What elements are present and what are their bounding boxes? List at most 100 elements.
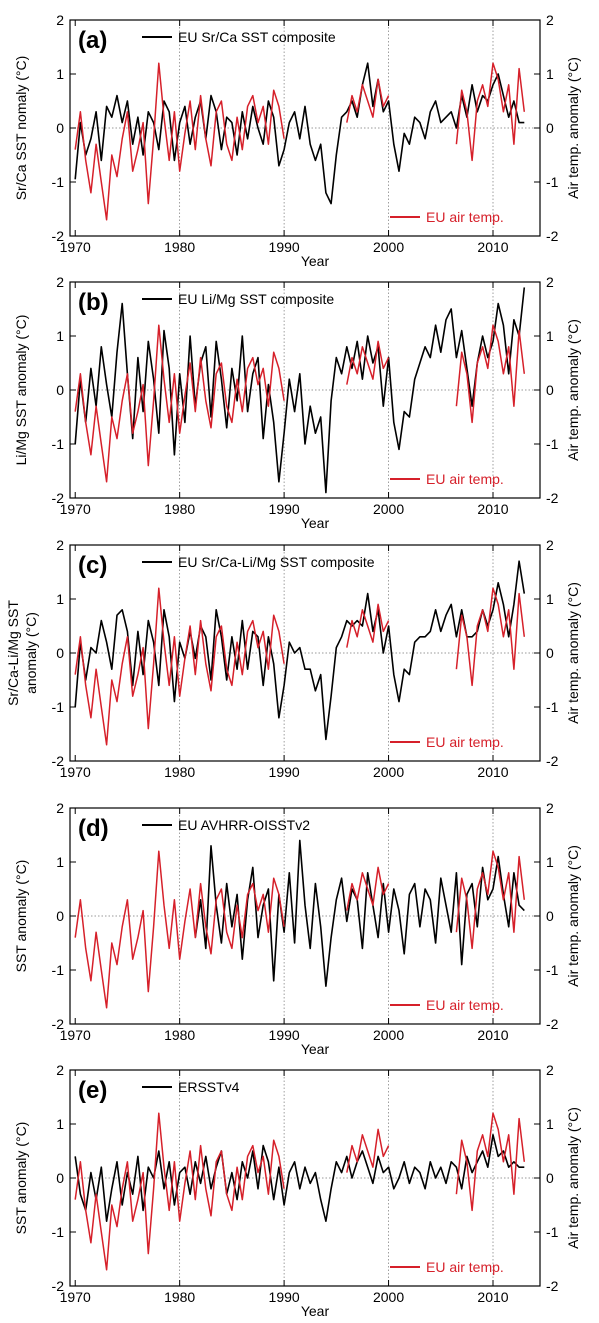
y-tick-label-right: 1	[546, 1116, 554, 1132]
legend-label-air-temp: EU air temp.	[426, 1259, 504, 1275]
legend-label-air-temp: EU air temp.	[426, 734, 504, 750]
series-line-proxy	[74, 1134, 525, 1222]
series-line-air-temp	[346, 78, 390, 123]
y-axis-title-line1: Sr/Ca-Li/Mg SST	[5, 600, 21, 706]
x-tick-label: 2000	[373, 239, 404, 255]
series-line-proxy	[74, 62, 525, 205]
x-tick-label: 1990	[269, 1289, 300, 1305]
y-tick-label-left: -1	[52, 699, 65, 715]
panel-letter: (c)	[78, 552, 107, 579]
y-tick-label-right: 0	[546, 382, 554, 398]
legend-label-proxy: ERSSTv4	[178, 1079, 240, 1095]
y-tick-label-left: -2	[52, 753, 65, 769]
y-tick-label-left: -1	[52, 436, 65, 452]
series-line-air-temp	[74, 850, 285, 1009]
y-tick-label-left: 1	[56, 854, 64, 870]
y-tick-label-right: 2	[546, 800, 554, 816]
y-axis-title-right: Air temp. anomaly (°C)	[565, 845, 581, 987]
panel-letter: (e)	[78, 1077, 107, 1104]
x-tick-label: 1980	[164, 501, 195, 517]
y-axis-title-left: Li/Mg SST anomaly (°C)	[13, 315, 29, 466]
y-tick-label-left: 2	[56, 537, 64, 553]
y-tick-label-left: -1	[52, 1224, 65, 1240]
x-tick-label: 2000	[373, 501, 404, 517]
series-line-air-temp	[455, 850, 526, 950]
x-tick-label: 2010	[477, 764, 508, 780]
series-line-air-temp	[74, 587, 285, 746]
y-axis-title-left: Sr/Ca SST nomaly (°C)	[13, 56, 29, 201]
x-tick-label: 1980	[164, 1289, 195, 1305]
legend-label-air-temp: EU air temp.	[426, 471, 504, 487]
x-tick-label: 1990	[269, 764, 300, 780]
y-tick-label-right: 1	[546, 66, 554, 82]
y-tick-label-right: 1	[546, 854, 554, 870]
y-tick-label-right: -2	[546, 228, 559, 244]
x-tick-label: 2010	[477, 1289, 508, 1305]
y-tick-label-left: 0	[56, 908, 64, 924]
series-line-air-temp	[455, 1112, 526, 1212]
y-tick-label-right: 0	[546, 645, 554, 661]
series-line-air-temp	[455, 62, 526, 162]
panel-e: 1970 1980 1990 2000 2010 -2 -2 -1 -1 0 0 1 1 2 2 Year SS…	[13, 1062, 581, 1319]
series-line-air-temp	[74, 62, 285, 221]
legend-label-proxy: EU Li/Mg SST composite	[178, 291, 334, 307]
x-tick-label: 2010	[477, 239, 508, 255]
y-axis-title-left: Sr/Ca-Li/Mg SST anomaly (°C)	[5, 600, 39, 706]
y-tick-label-right: 2	[546, 1062, 554, 1078]
legend-label-proxy: EU Sr/Ca SST composite	[178, 29, 336, 45]
y-tick-label-left: 2	[56, 800, 64, 816]
x-tick-label: 1970	[60, 1289, 91, 1305]
series-line-air-temp	[74, 1112, 285, 1271]
y-tick-label-right: 1	[546, 328, 554, 344]
x-axis-title: Year	[301, 253, 330, 269]
y-tick-label-left: -1	[52, 962, 65, 978]
series-line-air-temp	[455, 324, 526, 424]
x-tick-label: 1970	[60, 1027, 91, 1043]
y-axis-title-right: Air temp. anomaly (°C)	[565, 57, 581, 199]
series-line-air-temp	[346, 866, 390, 911]
x-axis-title: Year	[301, 515, 330, 531]
x-tick-label: 1990	[269, 239, 300, 255]
y-tick-label-left: 2	[56, 274, 64, 290]
y-tick-label-left: -2	[52, 1016, 65, 1032]
y-tick-label-left: 1	[56, 1116, 64, 1132]
y-tick-label-right: -2	[546, 1278, 559, 1294]
series-line-air-temp	[74, 324, 285, 483]
y-tick-label-left: 0	[56, 120, 64, 136]
legend-label-proxy: EU AVHRR-OISSTv2	[178, 817, 310, 833]
panel-c: 1970 1980 1990 2000 2010 -2 -2 -1 -1 0 0 1 1 2 2 Sr/Ca-…	[5, 537, 581, 780]
y-axis-title-right: Air temp. anomaly (°C)	[565, 582, 581, 724]
x-tick-label: 2010	[477, 501, 508, 517]
legend-label-proxy: EU Sr/Ca-Li/Mg SST composite	[178, 554, 375, 570]
legend-label-air-temp: EU air temp.	[426, 209, 504, 225]
x-axis-title: Year	[301, 1303, 330, 1318]
y-tick-label-right: 2	[546, 537, 554, 553]
x-tick-label: 1980	[164, 1027, 195, 1043]
series-line-air-temp	[346, 1128, 390, 1173]
legend-label-air-temp: EU air temp.	[426, 997, 504, 1013]
x-tick-label: 1990	[269, 1027, 300, 1043]
y-axis-title-line2: anomaly (°C)	[23, 612, 39, 694]
series-line-proxy	[194, 839, 525, 988]
panel-letter: (d)	[78, 815, 109, 842]
series-line-proxy	[74, 560, 526, 741]
y-axis-title-right: Air temp. anomaly (°C)	[565, 319, 581, 461]
y-tick-label-right: -1	[546, 174, 559, 190]
y-tick-label-left: 0	[56, 645, 64, 661]
y-tick-label-left: -2	[52, 490, 65, 506]
series-line-air-temp	[346, 603, 390, 648]
x-tick-label: 2000	[373, 1289, 404, 1305]
y-tick-label-right: 2	[546, 274, 554, 290]
y-tick-label-left: 2	[56, 12, 64, 28]
y-tick-label-right: -1	[546, 436, 559, 452]
y-tick-label-right: -2	[546, 753, 559, 769]
panel-letter: (b)	[78, 289, 109, 316]
y-axis-title-right: Air temp. anomaly (°C)	[565, 1107, 581, 1249]
y-tick-label-left: -1	[52, 174, 65, 190]
x-tick-label: 1970	[60, 764, 91, 780]
panel-b: 1970 1980 1990 2000 2010 -2 -2 -1 -1 0 0 1 1 2 2 Year Li…	[13, 274, 581, 531]
series-line-proxy	[74, 287, 526, 494]
y-tick-label-right: -1	[546, 962, 559, 978]
